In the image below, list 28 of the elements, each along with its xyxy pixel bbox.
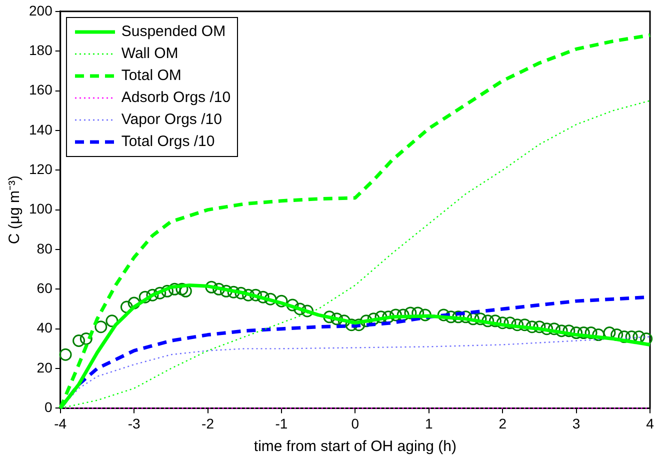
- legend-label: Adsorb Orgs /10: [121, 88, 231, 108]
- x-tick-label: 0: [351, 415, 360, 432]
- y-tick-label: 40: [36, 320, 53, 336]
- x-tick-label: 1: [424, 415, 433, 432]
- x-tick-label: 4: [646, 415, 654, 432]
- y-tick-label: 140: [29, 121, 53, 138]
- x-tick-label: -4: [54, 415, 67, 432]
- x-tick-label: -2: [202, 415, 214, 432]
- y-tick-label: 80: [36, 240, 53, 256]
- legend-label: Total Orgs /10: [121, 132, 215, 152]
- y-tick-label: 120: [29, 160, 53, 177]
- y-tick-label: 180: [29, 42, 53, 58]
- y-tick-label: 20: [36, 359, 53, 376]
- y-tick-label: 160: [29, 82, 53, 98]
- y-tick-label: 100: [29, 200, 53, 217]
- x-tick-label: -3: [128, 415, 140, 432]
- x-tick-label: 2: [498, 415, 507, 432]
- y-tick-label: 0: [44, 399, 53, 416]
- y-tick-label: 60: [36, 280, 53, 296]
- legend-label: Wall OM: [121, 44, 178, 64]
- legend-label: Suspended OM: [121, 22, 226, 42]
- x-tick-label: 3: [572, 415, 580, 432]
- legend-label: Total OM: [121, 66, 182, 86]
- x-tick-label: -1: [275, 415, 288, 432]
- x-axis-title: time from start of OH aging (h): [254, 438, 456, 456]
- y-tick-label: 200: [29, 2, 53, 18]
- legend-label: Vapor Orgs /10: [121, 110, 222, 130]
- y-axis-title: C (μg m⁻³): [6, 175, 24, 244]
